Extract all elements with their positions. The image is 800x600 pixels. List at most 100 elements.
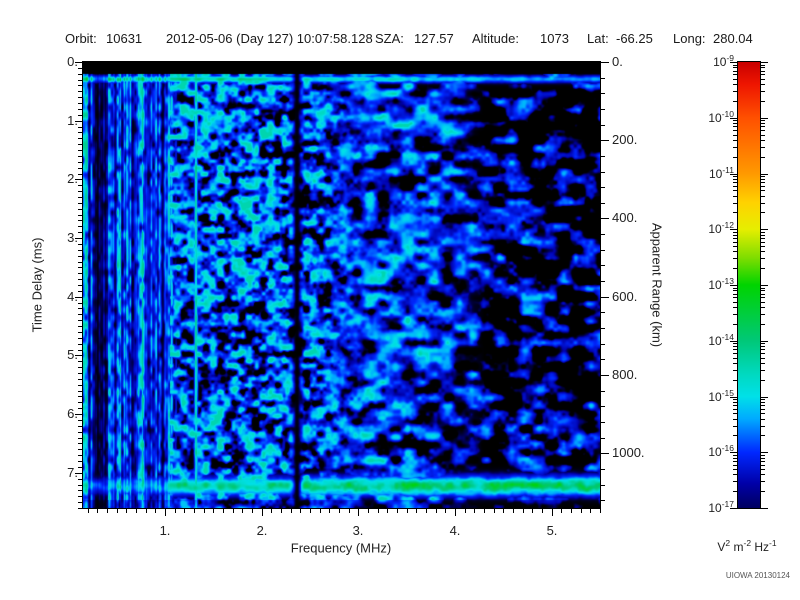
colorbar-minor-tick	[760, 290, 765, 291]
y-major-tick	[75, 62, 82, 63]
colorbar-major-tick	[760, 341, 768, 342]
range-minor-tick	[601, 78, 605, 79]
x-tick-label: 4.	[449, 523, 461, 538]
colorbar-minor-tick	[760, 405, 765, 406]
x-minor-tick	[416, 509, 417, 513]
x-minor-tick	[320, 509, 321, 513]
y-major-tick	[75, 121, 82, 122]
range-major-tick	[601, 453, 609, 454]
range-minor-tick	[601, 125, 605, 126]
range-minor-tick	[601, 485, 605, 486]
long-label: Long:	[673, 31, 706, 46]
colorbar-minor-tick	[760, 346, 765, 347]
range-minor-tick	[601, 500, 605, 501]
range-minor-tick	[601, 234, 605, 235]
x-tick-label: 2.	[256, 523, 268, 538]
colorbar-minor-tick	[760, 481, 765, 482]
colorbar-minor-tick	[760, 458, 765, 459]
range-minor-tick	[601, 281, 605, 282]
colorbar-minor-tick	[760, 353, 765, 354]
x-minor-tick	[233, 509, 234, 513]
colorbar-minor-tick	[760, 297, 765, 298]
colorbar-major-tick	[760, 452, 768, 453]
x-minor-tick	[571, 509, 572, 513]
colorbar-minor-tick	[760, 235, 765, 236]
x-minor-tick	[484, 509, 485, 513]
x-minor-tick	[107, 509, 108, 513]
y-tick-label: 7.	[67, 465, 78, 480]
colorbar-tick-label: 10-9	[713, 53, 734, 69]
colorbar-minor-tick	[760, 380, 765, 381]
range-minor-tick	[601, 469, 605, 470]
colorbar-minor-tick	[760, 101, 765, 102]
x-minor-tick	[126, 509, 127, 513]
range-minor-tick	[601, 172, 605, 173]
colorbar-units-label: V2 m-2 Hz-1	[717, 538, 777, 554]
colorbar-minor-tick	[760, 130, 765, 131]
x-minor-tick	[387, 509, 388, 513]
colorbar-minor-tick	[760, 238, 765, 239]
x-minor-tick	[445, 509, 446, 513]
colorbar-minor-tick	[760, 179, 765, 180]
range-minor-tick	[601, 187, 605, 188]
x-minor-tick	[407, 509, 408, 513]
x-minor-tick	[368, 509, 369, 513]
colorbar-minor-tick	[760, 147, 765, 148]
colorbar-major-tick	[760, 508, 768, 509]
x-minor-tick	[397, 509, 398, 513]
range-minor-tick	[601, 359, 605, 360]
colorbar-minor-tick	[760, 455, 765, 456]
colorbar-tick-label: 10-11	[708, 165, 734, 181]
range-minor-tick	[601, 109, 605, 110]
y-tick-label: 2.	[67, 171, 78, 186]
range-tick-label: 600.	[612, 289, 638, 304]
y-tick-label: 1.	[67, 113, 78, 128]
colorbar-minor-tick	[760, 67, 765, 68]
x-major-tick	[358, 509, 359, 516]
colorbar-minor-tick	[760, 65, 765, 66]
x-minor-tick	[378, 509, 379, 513]
range-major-tick	[601, 375, 609, 376]
colorbar-minor-tick	[760, 246, 765, 247]
x-tick-label: 1.	[159, 523, 171, 538]
range-minor-tick	[601, 391, 605, 392]
lat-label: Lat:	[587, 31, 609, 46]
y-tick-label: 0.	[67, 54, 78, 69]
altitude-label: Altitude:	[472, 31, 519, 46]
colorbar-minor-tick	[760, 314, 765, 315]
colorbar-minor-tick	[760, 349, 765, 350]
y-axis-title-left: Time Delay (ms)	[29, 237, 45, 333]
range-major-tick	[601, 218, 609, 219]
range-minor-tick	[601, 422, 605, 423]
x-minor-tick	[590, 509, 591, 513]
range-tick-label: 800.	[612, 367, 638, 382]
x-minor-tick	[436, 509, 437, 513]
x-tick-label: 3.	[352, 523, 364, 538]
colorbar-minor-tick	[760, 74, 765, 75]
colorbar-minor-tick	[760, 409, 765, 410]
colorbar-minor-tick	[760, 419, 765, 420]
x-minor-tick	[513, 509, 514, 513]
colorbar-minor-tick	[760, 435, 765, 436]
range-minor-tick	[601, 438, 605, 439]
colorbar-tick-label: 10-10	[708, 109, 734, 125]
x-minor-tick	[184, 509, 185, 513]
x-minor-tick	[252, 509, 253, 513]
colorbar-minor-tick	[760, 71, 765, 72]
x-minor-tick	[242, 509, 243, 513]
x-minor-tick	[155, 509, 156, 513]
range-tick-label: 1000.	[612, 445, 645, 460]
x-minor-tick	[194, 509, 195, 513]
altitude-value: 1073	[540, 31, 569, 46]
y-major-tick	[75, 179, 82, 180]
x-minor-tick	[310, 509, 311, 513]
colorbar-minor-tick	[760, 182, 765, 183]
y-tick-label: 6.	[67, 406, 78, 421]
credit-watermark: UIOWA 20130124	[725, 571, 790, 580]
colorbar-minor-tick	[760, 268, 765, 269]
x-minor-tick	[532, 509, 533, 513]
y-tick-label: 5.	[67, 347, 78, 362]
x-minor-tick	[223, 509, 224, 513]
y-major-tick	[75, 238, 82, 239]
x-minor-tick	[97, 509, 98, 513]
